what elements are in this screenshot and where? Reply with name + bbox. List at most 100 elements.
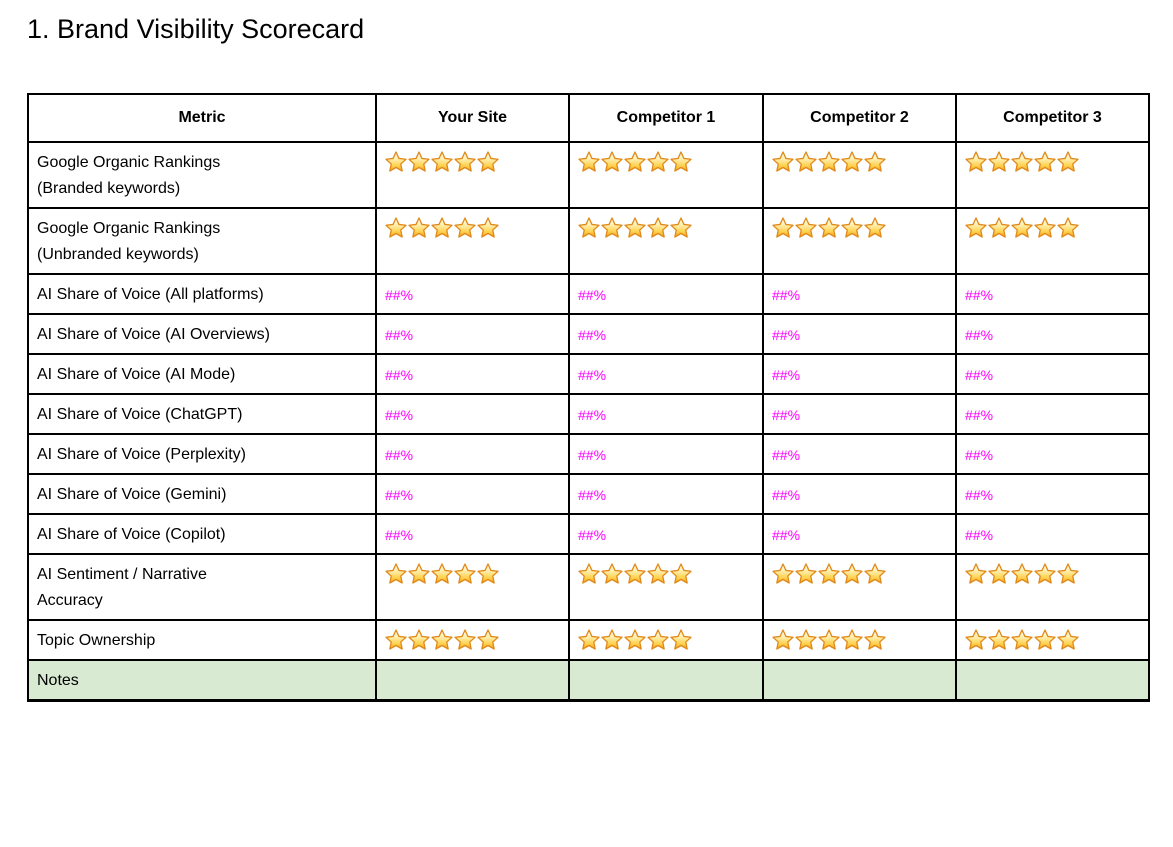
- star-icon: [1034, 217, 1056, 238]
- metric-label: AI Share of Voice (Copilot): [27, 513, 377, 555]
- percent-placeholder-cell[interactable]: ##%: [568, 273, 764, 315]
- star-icon: [772, 151, 794, 172]
- percent-placeholder-cell[interactable]: ##%: [375, 473, 570, 515]
- notes-cell[interactable]: [375, 659, 570, 702]
- star-icon: [1057, 217, 1079, 238]
- metric-label: AI Share of Voice (AI Overviews): [27, 313, 377, 355]
- star-rating-cell[interactable]: [762, 207, 957, 275]
- star-rating-cell[interactable]: [568, 141, 764, 209]
- star-icon: [988, 151, 1010, 172]
- star-icon: [385, 563, 407, 584]
- star-icon: [477, 151, 499, 172]
- star-icon: [1057, 563, 1079, 584]
- metric-label: AI Share of Voice (All platforms): [27, 273, 377, 315]
- metric-label: Topic Ownership: [27, 619, 377, 661]
- table-row: Google Organic Rankings (Unbranded keywo…: [27, 207, 1150, 275]
- star-icon: [818, 629, 840, 650]
- star-icon: [385, 217, 407, 238]
- star-rating-cell[interactable]: [955, 553, 1150, 621]
- star-rating-cell[interactable]: [762, 619, 957, 661]
- document-page: 1. Brand Visibility Scorecard Metric You…: [27, 14, 1150, 702]
- star-icon: [477, 217, 499, 238]
- star-icon: [647, 151, 669, 172]
- percent-placeholder-cell[interactable]: ##%: [568, 313, 764, 355]
- star-icon: [841, 629, 863, 650]
- star-icon: [1057, 629, 1079, 650]
- percent-placeholder-cell[interactable]: ##%: [955, 513, 1150, 555]
- percent-placeholder-cell[interactable]: ##%: [568, 353, 764, 395]
- star-icon: [1011, 217, 1033, 238]
- star-rating-cell[interactable]: [568, 207, 764, 275]
- percent-placeholder-cell[interactable]: ##%: [762, 473, 957, 515]
- star-icon: [601, 151, 623, 172]
- star-icon: [431, 629, 453, 650]
- star-icon: [601, 217, 623, 238]
- star-icon: [795, 217, 817, 238]
- star-icon: [454, 563, 476, 584]
- star-icon: [454, 217, 476, 238]
- page-title: 1. Brand Visibility Scorecard: [27, 14, 365, 44]
- star-rating-cell[interactable]: [375, 553, 570, 621]
- notes-cell[interactable]: [955, 659, 1150, 702]
- star-rating-cell[interactable]: [955, 619, 1150, 661]
- percent-placeholder-cell[interactable]: ##%: [955, 273, 1150, 315]
- percent-placeholder-cell[interactable]: ##%: [375, 353, 570, 395]
- metric-label: Google Organic Rankings (Branded keyword…: [27, 141, 377, 209]
- star-rating-cell[interactable]: [568, 619, 764, 661]
- metric-label: AI Share of Voice (Perplexity): [27, 433, 377, 475]
- column-header-competitor-3: Competitor 3: [955, 93, 1150, 143]
- star-rating-cell[interactable]: [568, 553, 764, 621]
- percent-placeholder-cell[interactable]: ##%: [955, 353, 1150, 395]
- percent-placeholder-cell[interactable]: ##%: [375, 393, 570, 435]
- percent-placeholder-cell[interactable]: ##%: [955, 313, 1150, 355]
- percent-placeholder-cell[interactable]: ##%: [955, 473, 1150, 515]
- table-row: Google Organic Rankings (Branded keyword…: [27, 141, 1150, 209]
- star-icon: [1057, 151, 1079, 172]
- column-header-competitor-2: Competitor 2: [762, 93, 957, 143]
- star-icon: [1011, 151, 1033, 172]
- scorecard-table-body: Google Organic Rankings (Branded keyword…: [27, 141, 1150, 702]
- star-rating-cell[interactable]: [375, 207, 570, 275]
- star-rating-cell[interactable]: [375, 141, 570, 209]
- star-icon: [1034, 563, 1056, 584]
- star-rating-cell[interactable]: [762, 141, 957, 209]
- percent-placeholder-cell[interactable]: ##%: [762, 393, 957, 435]
- percent-placeholder-cell[interactable]: ##%: [762, 513, 957, 555]
- metric-label: Notes: [27, 659, 377, 702]
- percent-placeholder-cell[interactable]: ##%: [762, 433, 957, 475]
- percent-placeholder-cell[interactable]: ##%: [568, 473, 764, 515]
- percent-placeholder-cell[interactable]: ##%: [762, 313, 957, 355]
- percent-placeholder-cell[interactable]: ##%: [375, 313, 570, 355]
- star-icon: [818, 563, 840, 584]
- table-row: AI Share of Voice (ChatGPT) ##% ##% ##% ##%: [27, 393, 1150, 435]
- notes-cell[interactable]: [762, 659, 957, 702]
- star-icon: [431, 217, 453, 238]
- star-icon: [408, 629, 430, 650]
- percent-placeholder-cell[interactable]: ##%: [762, 273, 957, 315]
- percent-placeholder-cell[interactable]: ##%: [568, 433, 764, 475]
- star-rating-cell[interactable]: [762, 553, 957, 621]
- star-rating-cell[interactable]: [955, 207, 1150, 275]
- metric-label: AI Share of Voice (Gemini): [27, 473, 377, 515]
- star-rating-cell[interactable]: [955, 141, 1150, 209]
- percent-placeholder-cell[interactable]: ##%: [375, 273, 570, 315]
- table-row: AI Sentiment / Narrative Accuracy: [27, 553, 1150, 621]
- star-icon: [1034, 151, 1056, 172]
- star-icon: [772, 563, 794, 584]
- notes-cell[interactable]: [568, 659, 764, 702]
- percent-placeholder-cell[interactable]: ##%: [375, 513, 570, 555]
- percent-placeholder-cell[interactable]: ##%: [955, 393, 1150, 435]
- star-icon: [624, 563, 646, 584]
- star-rating-cell[interactable]: [375, 619, 570, 661]
- star-icon: [578, 563, 600, 584]
- percent-placeholder-cell[interactable]: ##%: [375, 433, 570, 475]
- percent-placeholder-cell[interactable]: ##%: [568, 393, 764, 435]
- percent-placeholder-cell[interactable]: ##%: [568, 513, 764, 555]
- star-icon: [624, 217, 646, 238]
- table-row: AI Share of Voice (Copilot) ##% ##% ##% ##%: [27, 513, 1150, 555]
- star-icon: [647, 629, 669, 650]
- metric-label: AI Share of Voice (AI Mode): [27, 353, 377, 395]
- percent-placeholder-cell[interactable]: ##%: [762, 353, 957, 395]
- star-icon: [477, 563, 499, 584]
- percent-placeholder-cell[interactable]: ##%: [955, 433, 1150, 475]
